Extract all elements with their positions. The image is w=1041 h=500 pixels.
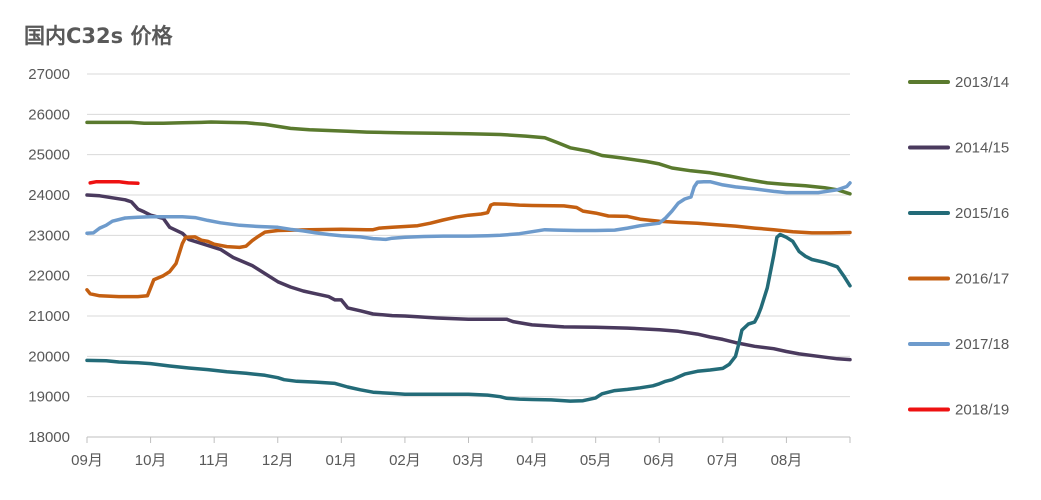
series-lines bbox=[85, 120, 852, 403]
x-tick-label: 08月 bbox=[771, 452, 803, 469]
y-tick-label: 18000 bbox=[28, 429, 70, 446]
legend-label-2018-19: 2018/19 bbox=[955, 402, 1009, 419]
series-line-2015-16 bbox=[85, 232, 852, 403]
y-tick-label: 27000 bbox=[28, 66, 70, 83]
legend-label-2013-14: 2013/14 bbox=[955, 74, 1009, 91]
x-tick-label: 10月 bbox=[135, 452, 167, 469]
x-tick-label: 05月 bbox=[580, 452, 612, 469]
y-tick-label: 19000 bbox=[28, 389, 70, 406]
x-tick-label: 06月 bbox=[643, 452, 675, 469]
legend: 2013/14 2014/15 2015/16 2016/17 2017/18 2018/… bbox=[908, 74, 1009, 419]
x-tick-label: 03月 bbox=[453, 452, 485, 469]
x-tick-label: 11月 bbox=[199, 452, 230, 469]
legend-label-2014-15: 2014/15 bbox=[955, 140, 1009, 157]
y-tick-label: 25000 bbox=[28, 147, 70, 164]
gridlines bbox=[87, 73, 850, 398]
axes: 18000 19000 20000 21000 22000 23000 24000 25000… bbox=[28, 66, 851, 469]
y-tick-label: 21000 bbox=[28, 308, 70, 325]
legend-label-2017-18: 2017/18 bbox=[955, 336, 1009, 353]
x-tick-label: 07月 bbox=[707, 452, 739, 469]
x-tick-label: 09月 bbox=[71, 452, 103, 469]
x-tick-label: 02月 bbox=[389, 452, 421, 469]
series-line-2017-18 bbox=[85, 179, 852, 242]
series-line-2013-14 bbox=[85, 120, 852, 196]
series-line-2018-19 bbox=[88, 179, 140, 186]
y-tick-label: 24000 bbox=[28, 187, 70, 204]
x-tick-label: 12月 bbox=[262, 452, 294, 469]
chart-title: 国内C32s 价格 bbox=[24, 24, 173, 48]
legend-label-2015-16: 2015/16 bbox=[955, 205, 1009, 222]
y-tick-label: 20000 bbox=[28, 348, 70, 365]
y-tick-label: 26000 bbox=[28, 106, 70, 123]
legend-label-2016-17: 2016/17 bbox=[955, 271, 1009, 288]
series-line-2014-15 bbox=[85, 193, 852, 362]
x-tick-label: 01月 bbox=[325, 452, 357, 469]
y-tick-label: 23000 bbox=[28, 227, 70, 244]
x-tick-label: 04月 bbox=[516, 452, 548, 469]
y-tick-label: 22000 bbox=[28, 268, 70, 285]
